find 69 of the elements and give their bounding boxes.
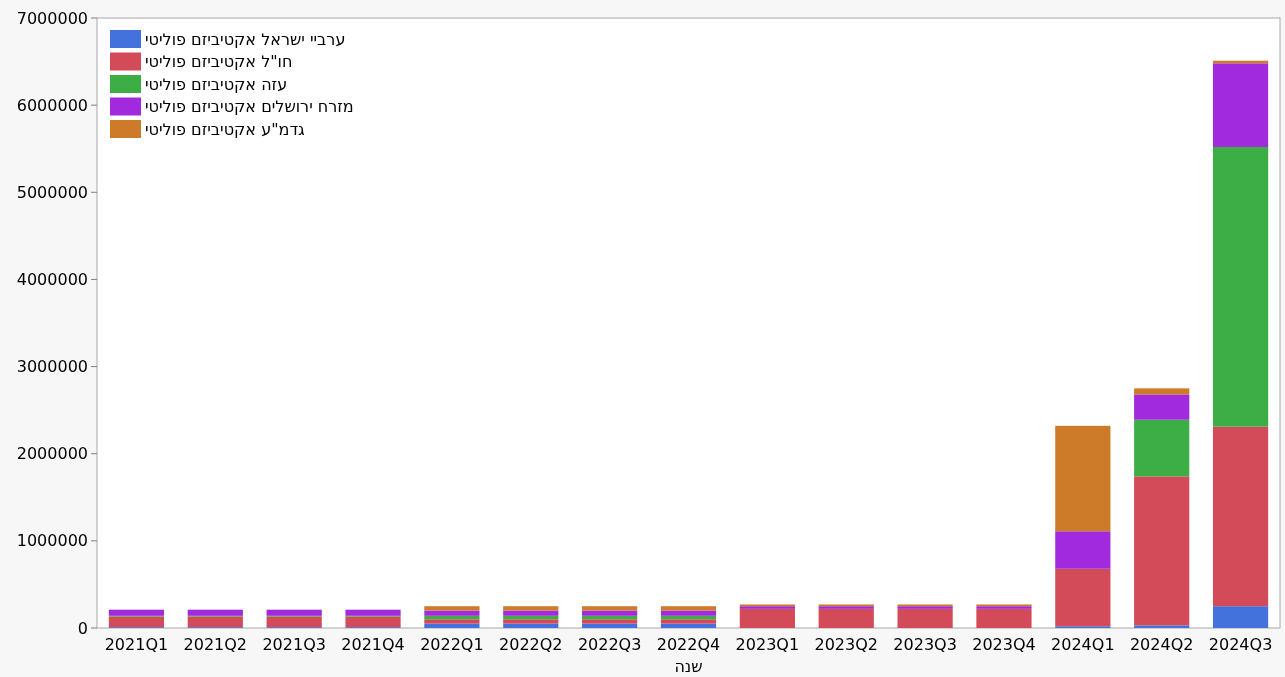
bar <box>266 616 322 628</box>
x-tick-label: 2022Q2 <box>499 635 563 654</box>
bar <box>976 608 1032 628</box>
x-tick-label: 2021Q2 <box>183 635 248 654</box>
bar <box>582 610 638 616</box>
legend-label: עזה אקטיביזם פוליטי <box>145 74 288 94</box>
x-tick-label: 2024Q1 <box>1051 635 1115 654</box>
bar <box>582 606 638 611</box>
y-tick-label: 6000000 <box>16 95 88 115</box>
x-tick-label: 2023Q4 <box>972 635 1036 654</box>
y-tick-label: 5000000 <box>16 182 88 202</box>
x-tick-label: 2022Q3 <box>577 635 642 654</box>
x-tick-label: 2023Q1 <box>735 635 800 654</box>
x-axis-title: שנה <box>674 657 703 676</box>
y-tick-label: 3000000 <box>16 357 88 377</box>
bar <box>1134 419 1190 477</box>
bar <box>1134 476 1190 626</box>
x-tick-label: 2021Q1 <box>104 635 169 654</box>
y-tick-label: 7000000 <box>16 8 88 28</box>
bar <box>660 606 717 611</box>
bar <box>1055 568 1111 627</box>
bar <box>424 623 480 628</box>
bar <box>582 619 638 624</box>
x-tick-label: 2022Q4 <box>656 635 721 654</box>
bar <box>424 619 480 624</box>
legend-label: גדמ"ע אקטיביזם פוליטי <box>145 119 306 139</box>
y-tick-label: 0 <box>77 618 88 638</box>
bar <box>660 623 717 628</box>
bar <box>1055 425 1111 532</box>
bar <box>424 606 480 611</box>
bar <box>108 616 165 628</box>
bar <box>503 623 559 628</box>
legend-label: מזרח ירושלים אקטיביזם פוליטי <box>145 97 354 116</box>
bar <box>1212 606 1269 628</box>
bar <box>1055 531 1111 569</box>
bar <box>266 609 322 616</box>
legend-label: חו"ל אקטיביזם פוליטי <box>145 52 293 71</box>
x-tick-label: 2021Q3 <box>262 635 326 654</box>
legend-label: ערביי ישראל אקטיביזם פוליטי <box>145 29 346 49</box>
bar <box>503 619 559 624</box>
bar <box>1212 426 1269 607</box>
x-tick-label: 2023Q2 <box>814 635 878 654</box>
bar <box>503 606 559 611</box>
bar <box>187 609 243 616</box>
bar <box>187 616 243 628</box>
bar <box>897 608 953 628</box>
x-tick-label: 2024Q3 <box>1208 635 1273 654</box>
bar <box>818 608 874 628</box>
bar <box>660 619 717 624</box>
x-tick-label: 2024Q2 <box>1129 635 1194 654</box>
bar <box>739 608 795 628</box>
bar <box>1134 394 1190 420</box>
x-tick-label: 2023Q3 <box>893 635 957 654</box>
x-tick-label: 2021Q4 <box>341 635 405 654</box>
bar <box>1212 146 1269 427</box>
y-tick-label: 4000000 <box>16 269 88 289</box>
bar <box>660 610 717 616</box>
y-tick-label: 2000000 <box>16 444 88 464</box>
bar <box>503 610 559 616</box>
bar <box>1212 63 1269 147</box>
bar <box>345 616 401 628</box>
bar <box>1134 625 1190 628</box>
y-tick-label: 1000000 <box>16 531 88 551</box>
bar <box>108 609 165 616</box>
bar <box>1134 388 1190 395</box>
bar <box>582 623 638 628</box>
bar <box>424 610 480 616</box>
x-tick-label: 2022Q1 <box>420 635 484 654</box>
bar <box>345 609 401 616</box>
